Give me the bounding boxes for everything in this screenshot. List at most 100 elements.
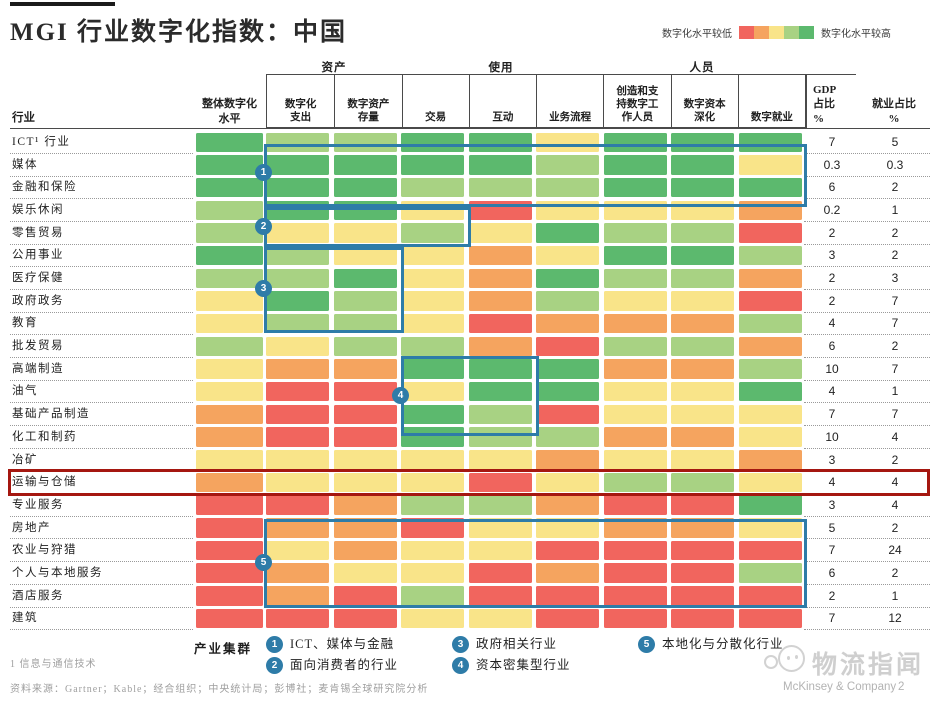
heatmap-cell — [738, 563, 802, 583]
heatmap-cell — [536, 518, 599, 538]
page-title: MGI 行业数字化指数：中国 — [10, 19, 348, 46]
heatmap-cell — [536, 495, 599, 515]
heatmap-cell — [196, 563, 263, 583]
heatmap-cell — [671, 336, 734, 357]
heatmap-cell — [401, 450, 464, 470]
employment-share-value: 1 — [891, 588, 899, 603]
heatmap-cell — [196, 540, 263, 561]
gdp-share-value: 3 — [828, 497, 836, 512]
heatmap-cell — [266, 177, 329, 198]
heatmap-cell — [196, 381, 263, 402]
gdp-share-value: 6 — [828, 339, 836, 354]
industry-row-label: 金融和保险 — [12, 181, 77, 194]
heatmap-cell — [536, 586, 599, 606]
row-separator-values — [804, 379, 930, 381]
gdp-share-value: 2 — [828, 588, 836, 603]
cluster-legend-badge-5: 5 — [638, 636, 655, 653]
heatmap-cell — [671, 155, 734, 175]
heatmap-cell — [333, 268, 397, 289]
heatmap-cell — [738, 223, 802, 243]
heatmap-cell — [603, 155, 667, 175]
gdp-share-value: 4 — [828, 475, 836, 490]
heatmap-cell — [333, 450, 397, 470]
gdp-share-value: 7 — [828, 135, 836, 149]
heatmap-cell — [536, 450, 599, 470]
heatmap-cell — [468, 427, 532, 447]
row-separator — [10, 447, 193, 449]
gdp-share-value: 0.2 — [823, 203, 841, 218]
heatmap-cell — [196, 268, 263, 289]
heatmap-cell — [671, 586, 734, 606]
heatmap-cell — [333, 155, 397, 175]
heatmap-cell — [603, 427, 667, 447]
heatmap-cell — [401, 518, 464, 538]
heatmap-cell — [266, 586, 329, 606]
gdp-share-value: 7 — [828, 407, 836, 422]
metric-column-header-8: 数字就业 — [737, 75, 805, 127]
employment-share-value: 2 — [891, 248, 899, 263]
header-bottom-rule — [10, 128, 930, 129]
employment-share-value: 7 — [891, 361, 899, 376]
industry-row-label: 房地产 — [12, 521, 51, 534]
heatmap-cell — [468, 268, 532, 289]
heatmap-cell — [536, 563, 599, 583]
heatmap-cell — [266, 495, 329, 515]
scale-swatch-5 — [799, 26, 814, 39]
legend-high-label: 数字化水平较高 — [821, 29, 891, 40]
heatmap-cell — [266, 359, 329, 379]
employment-share-value: 2 — [891, 339, 899, 354]
heatmap-cell — [196, 472, 263, 493]
gdp-share-value: 3 — [828, 452, 836, 467]
heatmap-cell — [603, 472, 667, 493]
row-separator — [10, 402, 193, 404]
employment-share-value: 7 — [891, 316, 899, 331]
heatmap-cell — [401, 291, 464, 311]
heatmap-cell — [603, 132, 667, 152]
heatmap-cell — [468, 381, 532, 402]
heatmap-cell — [196, 450, 263, 470]
heatmap-cell — [738, 336, 802, 357]
heatmap-cell — [333, 563, 397, 583]
heatmap-cell — [671, 381, 734, 402]
row-separator-values — [804, 220, 930, 222]
heatmap-cell — [196, 495, 263, 515]
row-separator — [10, 311, 193, 313]
heatmap-cell — [468, 336, 532, 357]
heatmap-cell — [468, 223, 532, 243]
gdp-share-value: 3 — [828, 248, 836, 263]
heatmap-cell — [401, 427, 464, 447]
heatmap-cell — [401, 132, 464, 152]
heatmap-cell — [333, 336, 397, 357]
heatmap-cell — [196, 245, 263, 266]
heatmap-cell — [401, 495, 464, 515]
heatmap-cell — [266, 518, 329, 538]
heatmap-cell — [333, 586, 397, 606]
row-separator — [10, 561, 193, 563]
heatmap-cell — [671, 245, 734, 266]
heatmap-cell — [671, 450, 734, 470]
row-separator-values — [804, 515, 930, 517]
gdp-share-value: 2 — [828, 271, 836, 286]
row-separator-values — [804, 243, 930, 245]
row-separator — [10, 198, 193, 200]
heatmap-cell — [536, 291, 599, 311]
heatmap-cell — [738, 427, 802, 447]
heatmap-cell — [401, 313, 464, 334]
heatmap-cell — [401, 177, 464, 198]
brand-label: McKinsey & Company — [783, 681, 897, 693]
heatmap-cell — [266, 381, 329, 402]
row-separator — [10, 538, 193, 540]
heatmap-cell — [196, 132, 263, 152]
heatmap-cell — [401, 381, 464, 402]
cluster-legend-item-4: 4 资本密集型行业 — [452, 657, 571, 674]
row-separator-values — [804, 447, 930, 449]
cluster-legend-badge-3: 3 — [452, 636, 469, 653]
heatmap-cell — [401, 268, 464, 289]
employment-share-value: 2 — [891, 520, 899, 535]
heatmap-cell — [266, 132, 329, 152]
row-separator — [10, 379, 193, 381]
heatmap-cell — [603, 336, 667, 357]
metric-column-header-2: 数字资产 存量 — [334, 75, 401, 127]
heatmap-cell — [603, 177, 667, 198]
